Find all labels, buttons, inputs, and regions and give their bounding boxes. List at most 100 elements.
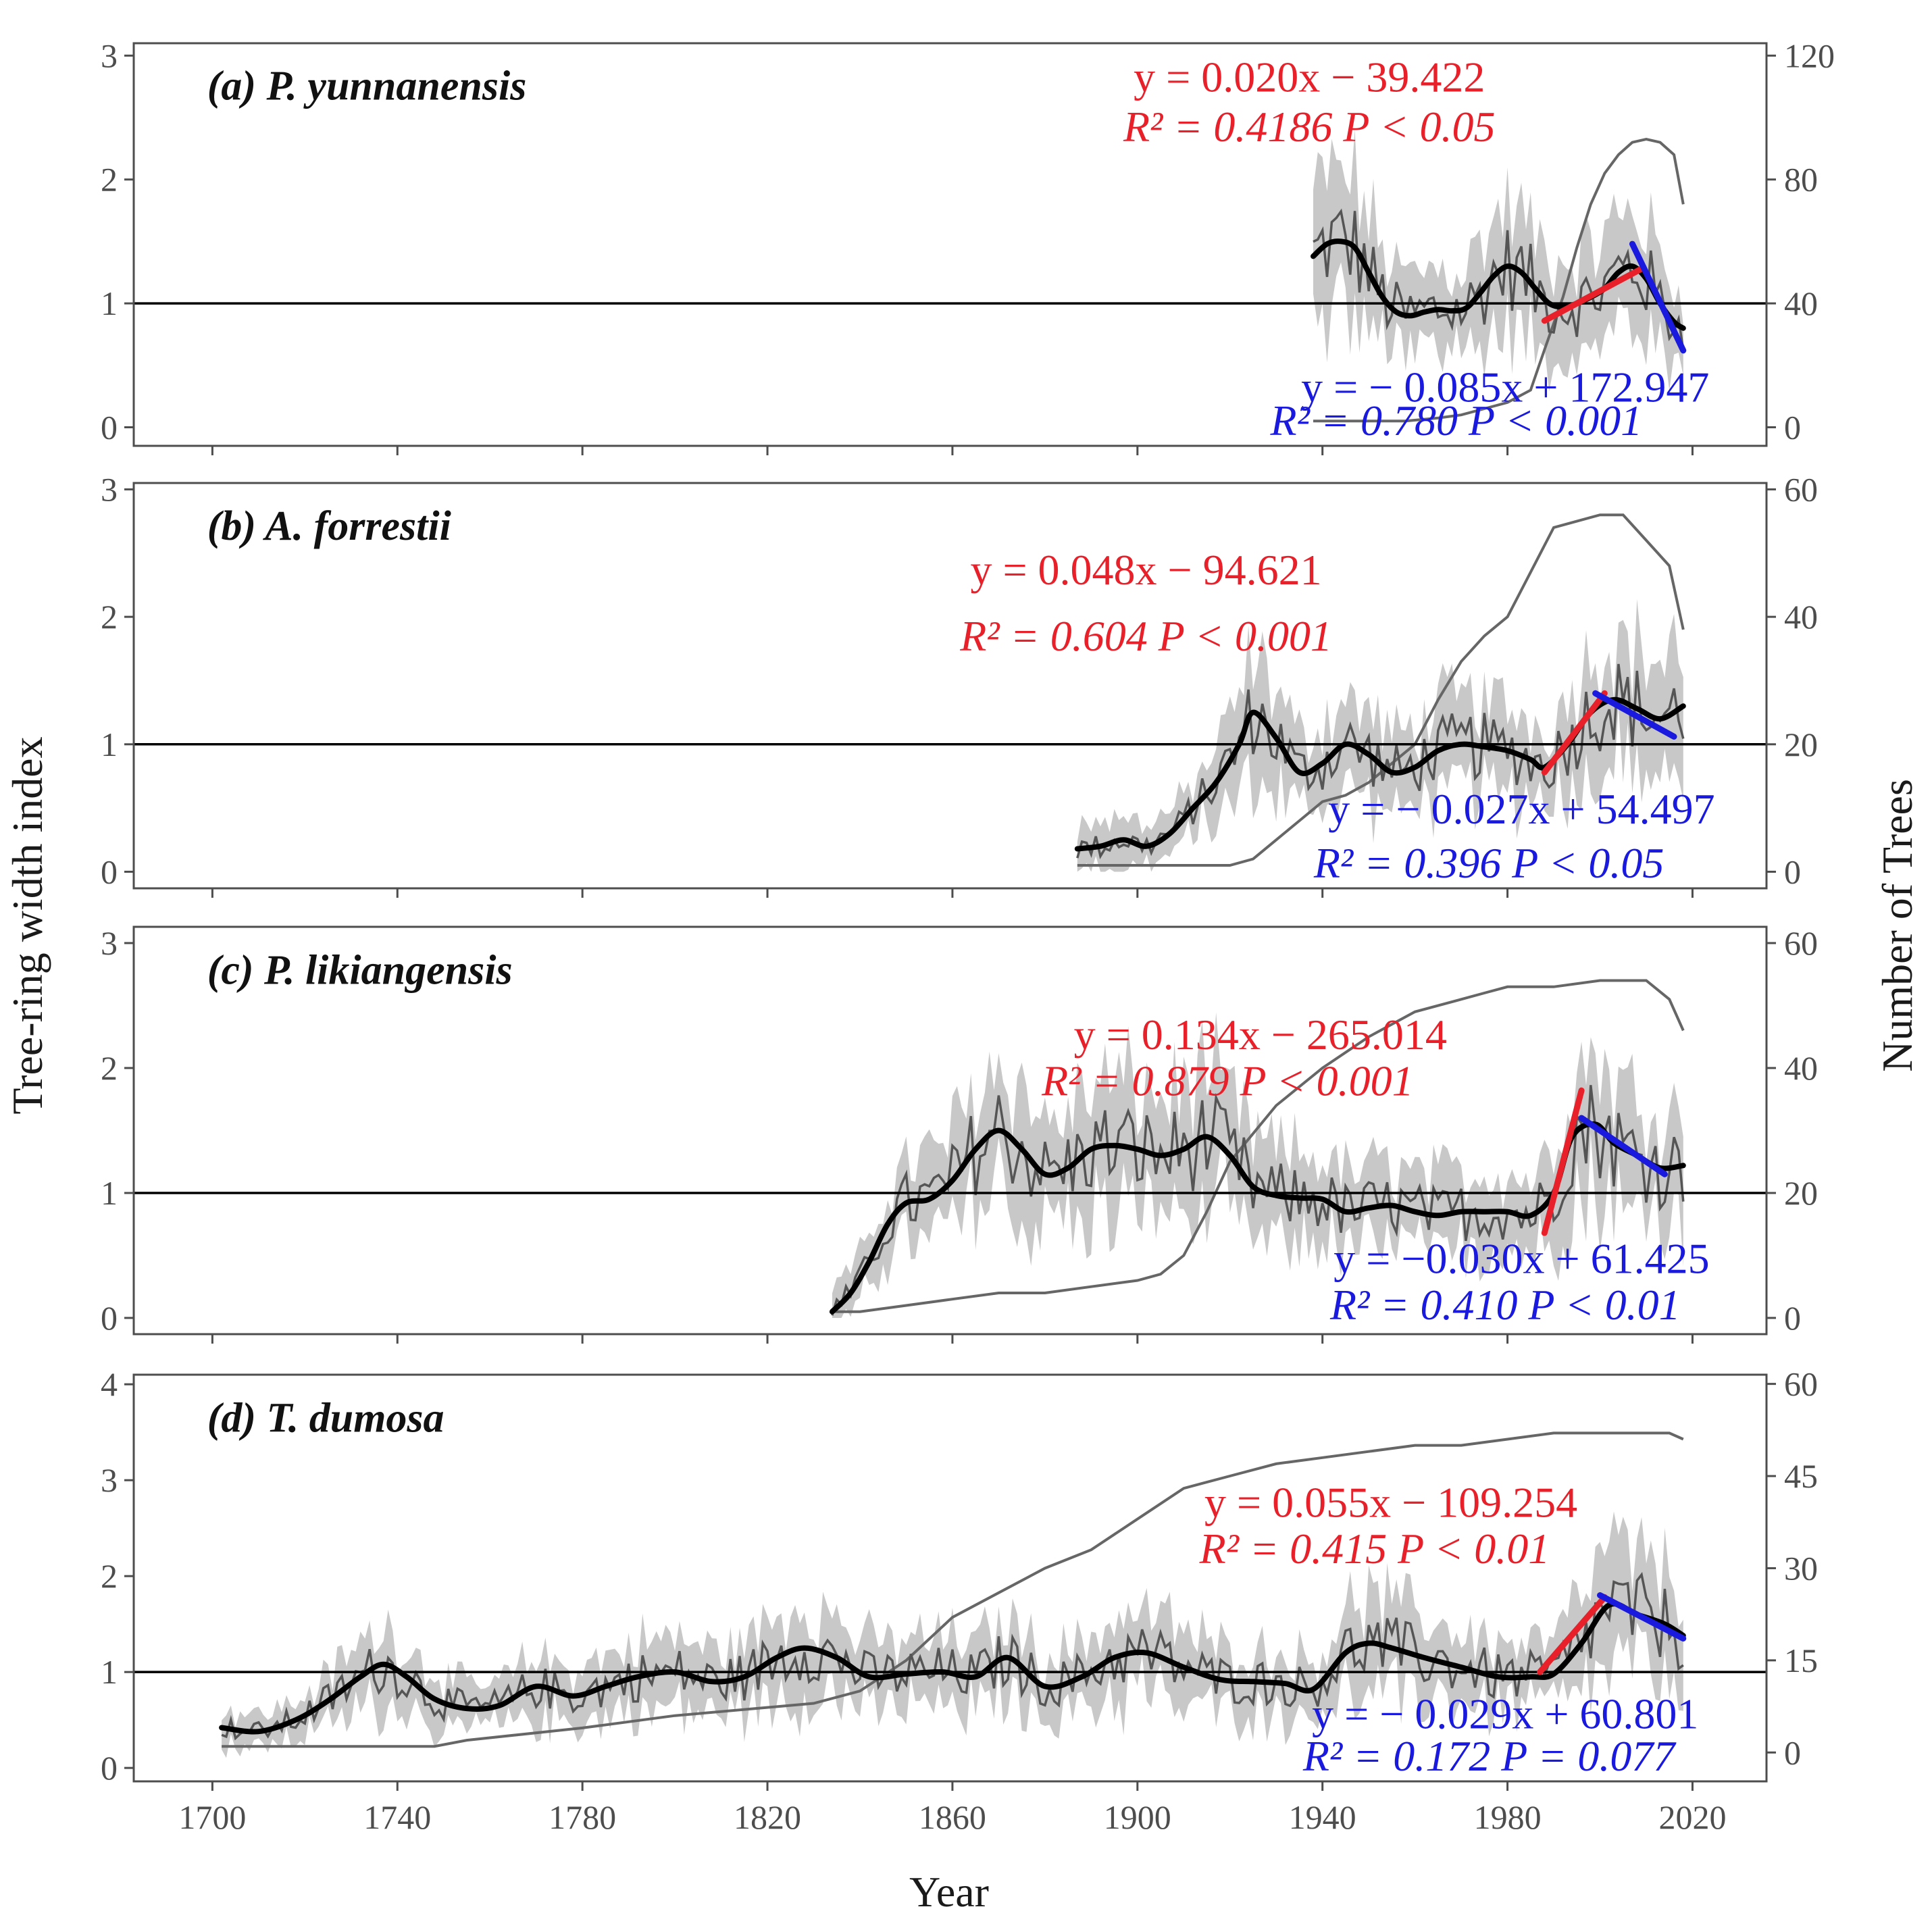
y-tick-label-left-a-2: 2: [101, 161, 118, 199]
fit-line-c-2: [1578, 1115, 1668, 1177]
x-axis-title: Year: [909, 1868, 989, 1916]
y-tick-label-left-a-0: 0: [101, 408, 118, 446]
y-tick-label-left-c-1: 1: [101, 1174, 118, 1212]
fit-statistics-b-2: R² = 0.396 P < 0.05: [1313, 839, 1664, 887]
y-tick-label-right-a-3: 120: [1784, 36, 1835, 74]
fit-statistics-c-2: R² = 0.410 P < 0.01: [1329, 1281, 1681, 1329]
confidence-band-b: [1077, 599, 1683, 872]
panel-title-d: (d) T. dumosa: [207, 1395, 444, 1441]
x-tick-label-1: 1740: [363, 1798, 431, 1836]
y-tick-label-left-d-2: 2: [101, 1557, 118, 1595]
panel-a: 0 1 2 3 0 40 80 120 (a) P. yunnanensis y = 0.020x…: [101, 36, 1835, 455]
y-tick-label-left-a-3: 3: [101, 36, 118, 74]
fit-equation-c-2: y = −0.030x + 61.425: [1333, 1235, 1709, 1283]
fit-equation-d-2: y = − 0.029x + 60.801: [1312, 1690, 1698, 1738]
panel-c: 0 1 2 3 0 20 40 60 (c) P. likiangensis y = 0.134x…: [101, 924, 1818, 1344]
x-tick-label-3: 1820: [734, 1798, 801, 1836]
y-tick-label-right-b-3: 60: [1784, 470, 1818, 508]
panel-frame-c: [132, 925, 1768, 1336]
y-tick-label-left-c-0: 0: [101, 1299, 118, 1337]
y-tick-label-left-c-3: 3: [101, 924, 118, 962]
y-tick-label-right-c-3: 60: [1784, 924, 1818, 962]
fit-equation-c-1: y = 0.134x − 265.014: [1074, 1011, 1447, 1059]
x-tick-label-2: 1780: [549, 1798, 616, 1836]
fit-statistics-d-2: R² = 0.172 P = 0.077: [1302, 1732, 1677, 1780]
confidence-band-c: [832, 1012, 1683, 1318]
plot-area-b: [134, 513, 1766, 872]
y-tick-label-left-b-2: 2: [101, 598, 118, 636]
fit-equation-a-1: y = 0.020x − 39.422: [1134, 53, 1485, 101]
fit-statistics-a-2: R² = 0.780 P < 0.001: [1269, 397, 1642, 444]
fit-line-b-1: [1541, 690, 1608, 776]
panel-d: 0 1 2 3 4 0 15 30 45 60 (d) T. dumosa y = 0.055x − …: [101, 1365, 1818, 1791]
panel-title-a: (a) P. yunnanensis: [207, 63, 527, 109]
x-tick-label-7: 1980: [1474, 1798, 1542, 1836]
fit-statistics-b-1: R² = 0.604 P < 0.001: [959, 612, 1332, 660]
fit-line-a-1: [1541, 265, 1645, 324]
y-tick-label-left-d-4: 4: [101, 1365, 118, 1403]
panel-frame-b: [132, 482, 1768, 890]
y-tick-label-right-a-1: 40: [1784, 284, 1818, 322]
y-tick-label-left-b-0: 0: [101, 853, 118, 890]
y-tick-label-left-b-3: 3: [101, 470, 118, 508]
x-tick-label-6: 1940: [1289, 1798, 1356, 1836]
panel-title-c: (c) P. likiangensis: [207, 947, 513, 993]
sample-depth-line-d: [222, 1431, 1684, 1748]
panel-b: 0 1 2 3 0 20 40 60 (b) A. forrestii y = 0.048x − …: [101, 470, 1818, 898]
index-line-c: [831, 1085, 1685, 1316]
plot-area-a: [134, 128, 1766, 423]
y-tick-label-left-d-1: 1: [101, 1653, 118, 1691]
plot-area-c: [134, 979, 1766, 1318]
x-tick-label-0: 1700: [178, 1798, 246, 1836]
y-tick-label-right-a-2: 80: [1784, 161, 1818, 199]
y-tick-label-left-a-1: 1: [101, 284, 118, 322]
confidence-band-a: [1313, 128, 1683, 392]
y-tick-label-right-d-2: 30: [1784, 1549, 1818, 1587]
y-tick-label-right-d-4: 60: [1784, 1365, 1818, 1403]
x-axis: 1700 1740 1780 1820 1860 1900 1940 1980 2020: [178, 1798, 1726, 1836]
fit-line-d-2: [1597, 1592, 1687, 1642]
fit-statistics-a-1: R² = 0.4186 P < 0.05: [1123, 103, 1496, 151]
y-tick-label-right-b-2: 40: [1784, 598, 1818, 636]
plot-area-d: [134, 1431, 1766, 1758]
y-tick-label-left-d-3: 3: [101, 1461, 118, 1499]
smoothed-line-d: [219, 1601, 1686, 1735]
fit-statistics-c-1: R² = 0.879 P < 0.001: [1041, 1057, 1414, 1104]
y-tick-label-left-b-1: 1: [101, 726, 118, 763]
y-tick-label-right-b-1: 20: [1784, 726, 1818, 763]
fit-equation-a-2: y = − 0.085x + 172.947: [1301, 363, 1709, 411]
panel-title-b: (b) A. forrestii: [207, 503, 451, 549]
y-tick-label-right-a-0: 0: [1784, 408, 1801, 446]
x-tick-label-4: 1860: [919, 1798, 986, 1836]
y-tick-label-right-d-1: 15: [1784, 1642, 1818, 1679]
sample-depth-line-b: [1077, 513, 1685, 867]
y-tick-label-left-c-2: 2: [101, 1049, 118, 1087]
panel-frame-d: [132, 1373, 1768, 1783]
y-tick-label-right-c-2: 40: [1784, 1049, 1818, 1087]
y-tick-label-right-d-3: 45: [1784, 1457, 1818, 1495]
x-tick-label-8: 2020: [1658, 1798, 1726, 1836]
fit-equation-d-1: y = 0.055x − 109.254: [1204, 1479, 1577, 1527]
fit-line-b-2: [1592, 690, 1677, 740]
y-tick-label-left-d-0: 0: [101, 1749, 118, 1787]
y-axis-left-title: Tree-ring width index: [3, 736, 51, 1114]
y-axis-right-title: Number of Trees: [1873, 779, 1921, 1072]
confidence-band-d: [222, 1511, 1683, 1758]
fit-line-a-2: [1629, 240, 1687, 354]
y-tick-label-right-d-0: 0: [1784, 1733, 1801, 1771]
y-tick-label-right-c-0: 0: [1784, 1299, 1801, 1337]
smoothed-line-a: [1311, 238, 1686, 331]
fit-equation-b-2: y = − 0.027x + 54.497: [1328, 785, 1714, 833]
fit-line-c-1: [1541, 1087, 1585, 1236]
y-tick-label-right-b-0: 0: [1784, 853, 1801, 890]
x-tick-label-5: 1900: [1104, 1798, 1171, 1836]
index-line-d: [221, 1572, 1684, 1741]
y-tick-label-right-c-1: 20: [1784, 1174, 1818, 1212]
sample-depth-line-a: [1313, 138, 1685, 423]
panel-frame-a: [132, 42, 1768, 447]
sample-depth-line-c: [832, 979, 1685, 1313]
fit-equation-b-1: y = 0.048x − 94.621: [970, 546, 1321, 594]
fit-statistics-d-1: R² = 0.415 P < 0.01: [1199, 1525, 1550, 1573]
